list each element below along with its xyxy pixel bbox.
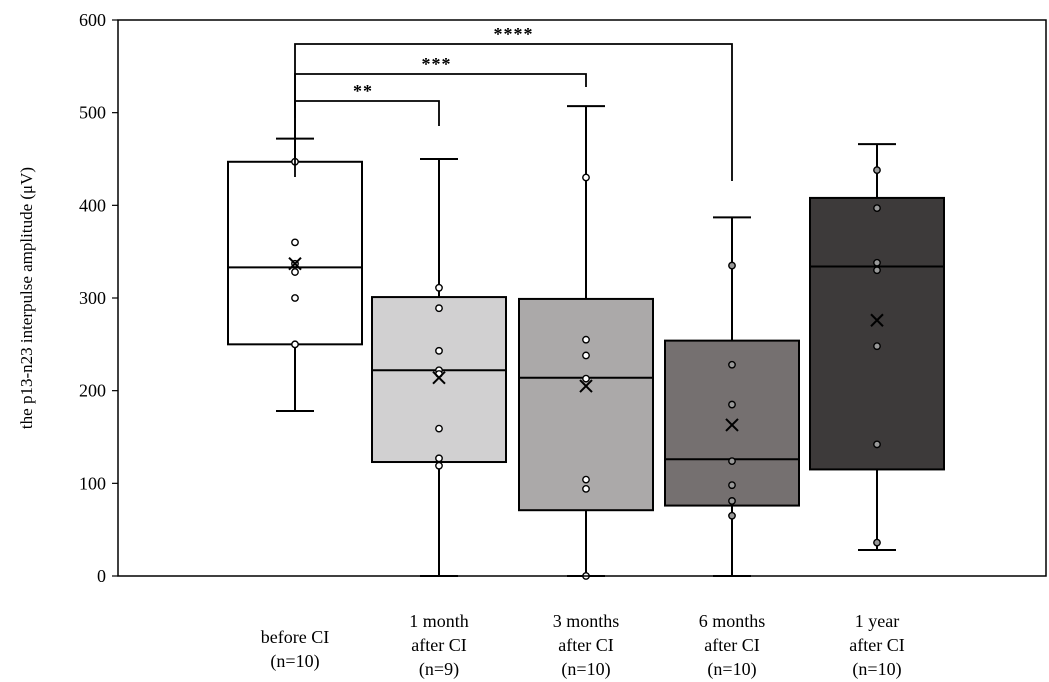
data-point — [291, 294, 299, 302]
x-category-label-line: 3 months — [553, 611, 620, 631]
plot-frame — [117, 19, 1047, 577]
data-point — [291, 340, 299, 349]
bracket-line — [294, 100, 440, 126]
data-point — [728, 360, 736, 369]
data-point — [728, 261, 736, 270]
mean-cross-stroke — [725, 418, 739, 432]
y-axis-label: the p13-n23 interpulse amplitude (μV) — [17, 167, 36, 429]
data-point — [873, 266, 881, 275]
bracket-line — [294, 73, 587, 150]
data-point — [728, 511, 736, 520]
iqr-box — [371, 296, 507, 464]
boxes-layer — [227, 105, 945, 580]
x-category-label-line: after CI — [849, 635, 904, 655]
significance-bracket: *** — [294, 54, 587, 150]
y-tick-label: 300 — [79, 288, 106, 308]
data-point — [582, 374, 590, 383]
x-category-label-line: (n=10) — [561, 659, 610, 680]
box-group — [227, 137, 363, 413]
iqr-box — [809, 196, 945, 471]
data-point — [873, 538, 881, 547]
x-category-label-line: (n=10) — [852, 659, 901, 680]
x-category-label: before CI (n=10) — [261, 627, 329, 672]
y-axis: 0 100 200 300 400 500 600 — [79, 10, 118, 586]
x-category-label-line: after CI — [704, 635, 759, 655]
mean-cross-stroke — [579, 379, 593, 393]
significance-bracket: ** — [294, 81, 440, 126]
data-point — [728, 481, 736, 490]
x-category-label-line: 1 month — [409, 611, 469, 631]
mean-marker — [725, 418, 739, 432]
data-point — [582, 475, 590, 484]
significance-label: **** — [494, 24, 534, 44]
x-category-label-line: (n=9) — [419, 659, 459, 680]
y-tick-label: 200 — [79, 381, 106, 401]
y-tick-label: 0 — [97, 566, 106, 586]
data-point — [582, 173, 590, 182]
category-labels: before CI (n=10) 1 month after CI (n=9) 3 mon… — [261, 611, 905, 680]
data-point — [873, 258, 881, 267]
significance-layer: ********* — [294, 24, 733, 181]
x-category-label: 1 month after CI (n=9) — [409, 611, 469, 680]
x-category-label-line: after CI — [411, 635, 466, 655]
data-point — [435, 454, 443, 463]
x-category-label: 3 months after CI (n=10) — [553, 611, 620, 680]
data-point — [435, 346, 443, 355]
data-point — [582, 335, 590, 344]
mean-marker — [288, 257, 302, 271]
data-point — [435, 424, 443, 433]
x-category-label-line: 6 months — [699, 611, 766, 631]
data-point — [435, 283, 443, 292]
significance-label: ** — [353, 81, 373, 101]
box-group — [664, 216, 800, 577]
mean-cross-stroke — [870, 313, 884, 327]
data-point — [873, 166, 881, 175]
bracket-line — [294, 43, 733, 181]
x-category-label-line: before CI — [261, 627, 329, 647]
x-category-label: 1 year after CI (n=10) — [849, 611, 904, 680]
data-point — [873, 342, 881, 351]
data-point — [873, 204, 881, 213]
data-point — [728, 497, 736, 505]
iqr-box — [518, 297, 654, 512]
mean-cross-stroke — [288, 257, 302, 271]
iqr-box — [227, 160, 363, 346]
data-point — [435, 461, 443, 470]
significance-bracket: **** — [294, 24, 733, 181]
mean-marker — [870, 313, 884, 327]
box-group — [809, 143, 945, 552]
y-tick-label: 600 — [79, 10, 106, 30]
x-category-label-line: (n=10) — [270, 651, 319, 672]
x-category-label-line: (n=10) — [707, 659, 756, 680]
significance-label: *** — [422, 54, 452, 74]
data-point — [582, 484, 590, 493]
box-group — [371, 158, 507, 577]
mean-marker — [432, 370, 446, 385]
data-point — [728, 457, 736, 465]
x-category-label-line: 1 year — [855, 611, 899, 631]
y-tick-label: 500 — [79, 103, 106, 123]
data-point — [291, 268, 299, 276]
data-point — [291, 238, 299, 247]
box-group — [518, 105, 654, 580]
data-point — [582, 351, 590, 360]
data-point — [728, 400, 736, 409]
data-point — [435, 304, 443, 313]
data-point — [873, 440, 881, 449]
y-tick-label: 400 — [79, 195, 106, 215]
x-category-label-line: after CI — [558, 635, 613, 655]
mean-marker — [579, 379, 593, 393]
x-category-label: 6 months after CI (n=10) — [699, 611, 766, 680]
y-tick-label: 100 — [79, 473, 106, 493]
mean-cross-stroke — [432, 370, 446, 385]
